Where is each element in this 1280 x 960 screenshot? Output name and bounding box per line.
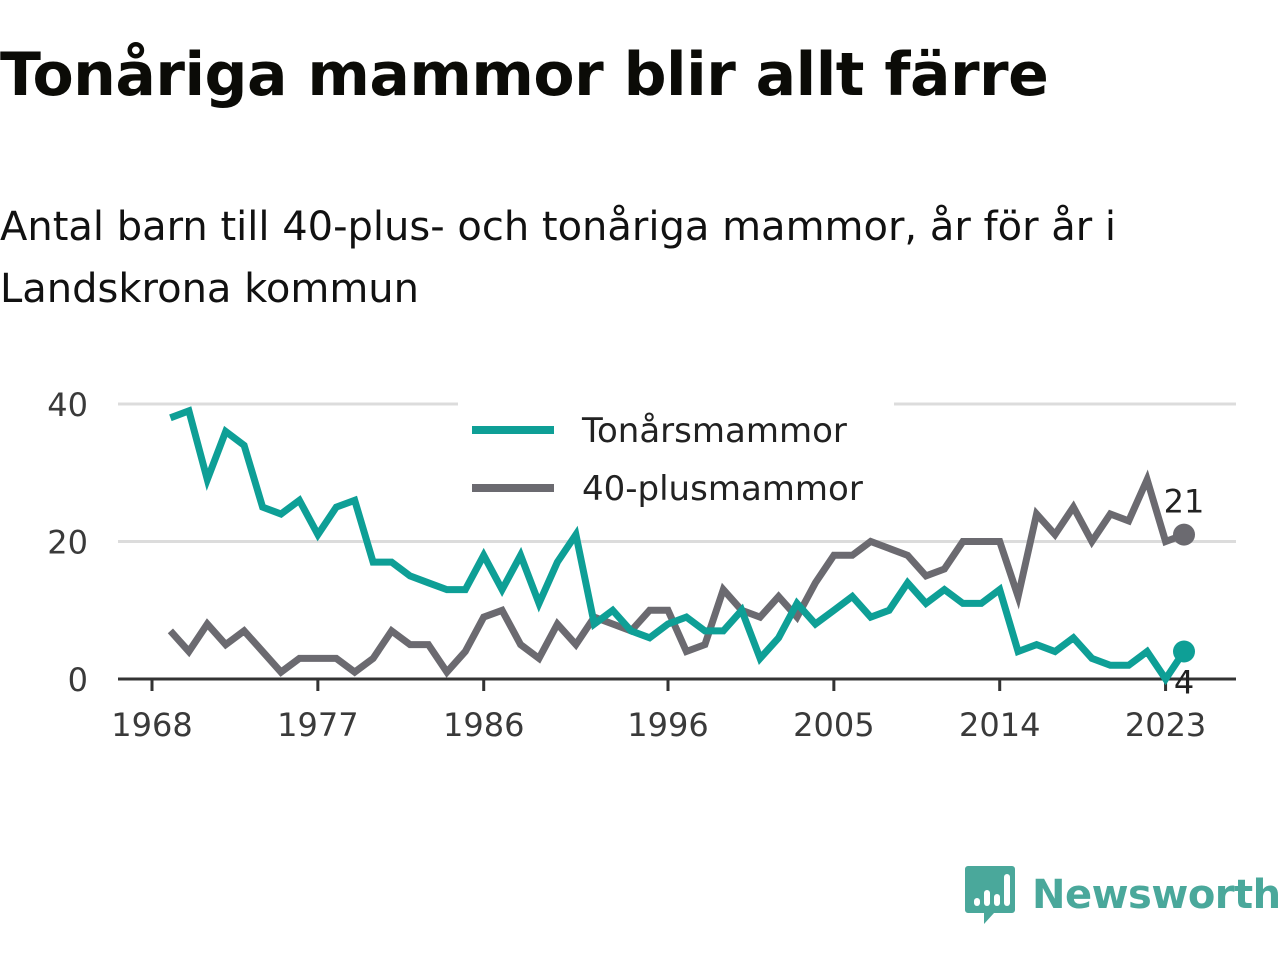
brand-name: Newsworthy	[1032, 872, 1280, 918]
y-tick-label-20: 20	[47, 524, 88, 562]
y-tick-label-0: 0	[68, 661, 88, 699]
line-chart: 0 20 40 1968 1977 1986 1996 2005 2014 2023 Tonårs…	[47, 386, 1236, 744]
bar-chart-speech-bubble-icon	[965, 866, 1015, 924]
x-tick-label-1977: 1977	[277, 706, 358, 744]
x-tick-label-2005: 2005	[793, 706, 874, 744]
newsworthy-logo: Newsworthy	[964, 864, 1280, 926]
x-tick-label-1996: 1996	[627, 706, 708, 744]
y-tick-label-40: 40	[47, 386, 88, 424]
end-point-ton-rsmammor	[1173, 640, 1195, 663]
x-tick-label-2014: 2014	[959, 706, 1040, 744]
x-tick-label-1986: 1986	[443, 706, 524, 744]
end-label-4: 4	[1174, 664, 1194, 702]
end-point-40-plusmammor	[1173, 523, 1195, 546]
series-line-40-plusmammor	[167, 469, 1186, 678]
end-label-21: 21	[1164, 483, 1205, 521]
legend-label-ton-rsmammor: Tonårsmammor	[581, 411, 847, 451]
x-tick-label-2023: 2023	[1125, 706, 1206, 744]
series-line-ton-rsmammor	[169, 406, 1187, 686]
x-tick-label-1968: 1968	[111, 706, 192, 744]
legend-label-40-plusmammor: 40-plusmammor	[582, 469, 863, 509]
legend-box	[458, 400, 894, 520]
chart-subtitle: Antal barn till 40-plus- och tonåriga ma…	[0, 204, 1117, 312]
chart-title: Tonåriga mammor blir allt färre	[0, 40, 1049, 110]
